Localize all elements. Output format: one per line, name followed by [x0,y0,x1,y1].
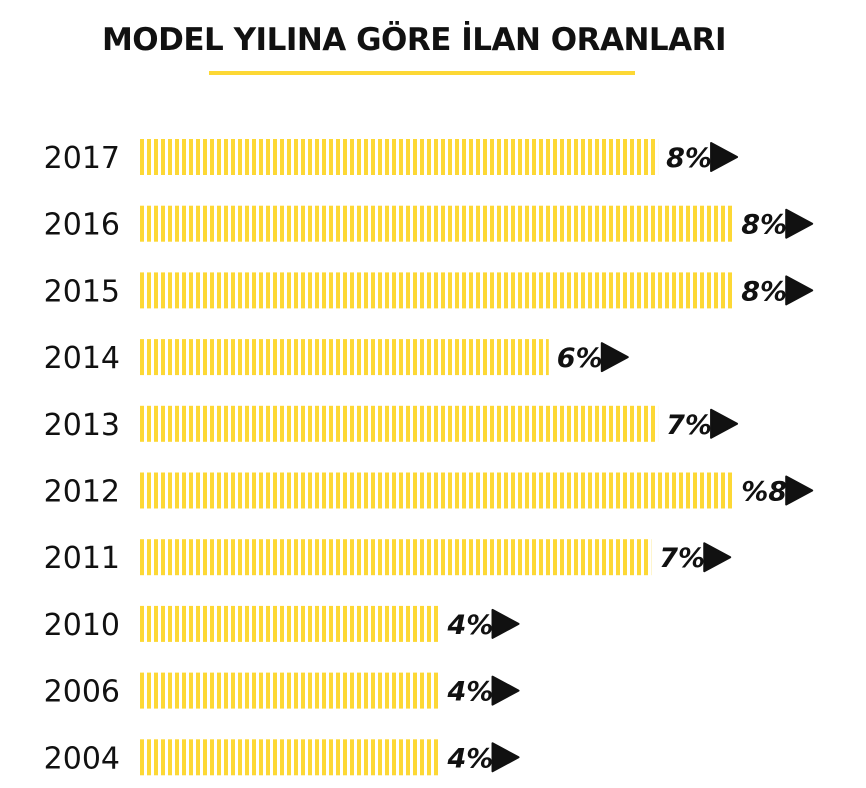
category-label: 2016 [44,208,120,243]
category-label: 2004 [44,741,120,776]
category-label: 2010 [44,608,120,643]
category-label: 2011 [44,541,120,576]
bar [139,539,652,576]
play-arrow-icon [600,342,629,373]
value-label: 7% [666,410,712,441]
value-label: %8 [741,477,787,508]
value-label: 4% [447,743,494,774]
bar [139,405,659,442]
category-label: 2015 [44,274,120,309]
category-label: 2014 [44,341,120,376]
category-label: 2006 [44,675,120,710]
play-arrow-icon [703,542,732,573]
bar [139,739,440,776]
bar [139,339,549,376]
category-label: 2017 [44,141,120,176]
value-label: 7% [659,543,705,574]
value-label: 8% [741,276,787,307]
play-arrow-icon [785,208,814,239]
play-arrow-icon [491,675,520,706]
bar [139,205,734,242]
play-arrow-icon [710,142,739,172]
play-arrow-icon [710,408,739,439]
category-label: 2012 [44,475,120,510]
category-label: 2013 [44,408,120,443]
play-arrow-icon [785,275,814,306]
value-label: 4% [447,610,494,641]
bar [139,472,734,509]
bar [139,139,659,175]
chart-title: MODEL YILINA GÖRE İLAN ORANLARI [101,22,727,58]
play-arrow-icon [491,608,520,639]
value-label: 8% [666,143,712,174]
value-label: 6% [557,343,603,374]
bar [139,272,734,309]
value-label: 4% [447,677,494,708]
bar [139,672,440,709]
play-arrow-icon [785,475,814,506]
play-arrow-icon [491,742,520,773]
title-underline [209,71,635,75]
bar [139,605,440,642]
value-label: 8% [741,210,787,241]
chart-rows: 2017 8% 2016 8% 2015 8% 2014 6% 2013 7% 2012 %8 2011… [44,139,814,776]
